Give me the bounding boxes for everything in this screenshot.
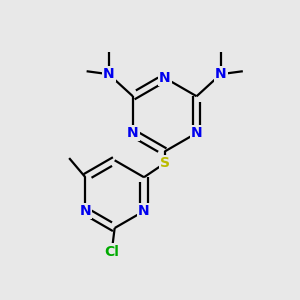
Text: N: N [127, 126, 139, 140]
Text: N: N [103, 67, 115, 81]
Text: N: N [80, 204, 91, 218]
Text: N: N [138, 204, 150, 218]
Text: S: S [160, 156, 170, 170]
Text: N: N [159, 71, 170, 85]
Text: Cl: Cl [104, 244, 119, 259]
Text: N: N [215, 67, 226, 81]
Text: N: N [191, 126, 203, 140]
